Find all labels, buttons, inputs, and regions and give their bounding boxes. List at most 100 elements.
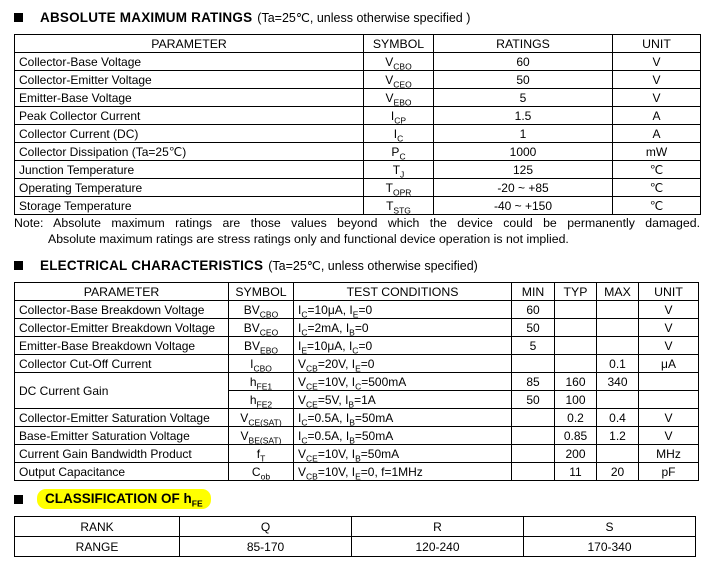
unit-cell	[638, 372, 699, 391]
parameter-cell: Storage Temperature	[14, 196, 364, 215]
square-bullet-icon	[14, 13, 23, 22]
parameter-cell: Operating Temperature	[14, 178, 364, 197]
classification-heading: CLASSIFICATION OF hFE	[14, 489, 700, 509]
parameter-cell: Collector Current (DC)	[14, 124, 364, 143]
min-cell: 60	[511, 300, 555, 319]
parameter-cell: Current Gain Bandwidth Product	[14, 444, 229, 463]
unit-cell: V	[612, 88, 701, 107]
hfe-classification-table: RANK Q R S RANGE 85-170 120-240 170-340	[14, 516, 696, 557]
typ-cell	[554, 354, 597, 373]
parameter-cell: Emitter-Base Breakdown Voltage	[14, 336, 229, 355]
elec-table-header: SYMBOL	[228, 282, 294, 301]
rating-cell: 60	[433, 52, 613, 71]
elec-table-header: PARAMETER	[14, 282, 229, 301]
parameter-cell: Collector Cut-Off Current	[14, 354, 229, 373]
conditions-cell: IC=0.5A, IB=50mA	[293, 426, 512, 445]
min-cell: 50	[511, 318, 555, 337]
typ-cell	[554, 300, 597, 319]
max-cell	[596, 336, 639, 355]
elec-table-header: TEST CONDITIONS	[293, 282, 512, 301]
parameter-cell: Collector-Emitter Saturation Voltage	[14, 408, 229, 427]
min-cell	[511, 444, 555, 463]
symbol-cell: VBE(SAT)	[228, 426, 294, 445]
symbol-cell: ICBO	[228, 354, 294, 373]
symbol-cell: hFE1	[228, 372, 294, 391]
typ-cell: 160	[554, 372, 597, 391]
conditions-cell: VCB=20V, IE=0	[293, 354, 512, 373]
parameter-cell: Collector-Emitter Breakdown Voltage	[14, 318, 229, 337]
max-cell	[596, 318, 639, 337]
parameter-cell: Base-Emitter Saturation Voltage	[14, 426, 229, 445]
elec-table-row: Collector-Emitter Breakdown Voltage BVCEO…	[14, 318, 699, 337]
parameter-cell: Collector-Base Breakdown Voltage	[14, 300, 229, 319]
symbol-cell: VEBO	[363, 88, 434, 107]
typ-cell: 0.2	[554, 408, 597, 427]
elec-table-row: Collector Cut-Off Current ICBO VCB=20V, IE…	[14, 354, 699, 373]
max-cell: 0.4	[596, 408, 639, 427]
rating-cell: 1	[433, 124, 613, 143]
classification-title: CLASSIFICATION OF hFE	[45, 491, 203, 509]
elec-table-row: Collector-Base Breakdown Voltage BVCBO IC=…	[14, 300, 699, 319]
conditions-cell: IC=10μA, IE=0	[293, 300, 512, 319]
typ-cell: 200	[554, 444, 597, 463]
abs-max-note: Note: Absolute maximum ratings are those…	[14, 216, 700, 247]
unit-cell: MHz	[638, 444, 699, 463]
conditions-cell: VCE=10V, IB=50mA	[293, 444, 512, 463]
elec-table-header-row: PARAMETER SYMBOL TEST CONDITIONS MIN TYP MAX U…	[14, 282, 699, 301]
typ-cell: 11	[554, 462, 597, 481]
elec-table-row: Current Gain Bandwidth Product fT VCE=10V,…	[14, 444, 699, 463]
symbol-cell: ICP	[363, 106, 434, 125]
abs-table-row: Operating Temperature TOPR -20 ~ +85 ℃	[14, 178, 701, 197]
abs-max-heading: ABSOLUTE MAXIMUM RATINGS (Ta=25℃, unless…	[14, 10, 700, 25]
unit-cell: V	[638, 318, 699, 337]
abs-table-row: Collector-Base Voltage VCBO 60 V	[14, 52, 701, 71]
symbol-cell: VCE(SAT)	[228, 408, 294, 427]
electrical-title: ELECTRICAL CHARACTERISTICS	[40, 258, 264, 273]
conditions-cell: VCE=10V, IC=500mA	[293, 372, 512, 391]
symbol-cell: BVCBO	[228, 300, 294, 319]
electrical-subtitle: (Ta=25℃, unless otherwise specified)	[268, 259, 478, 273]
unit-cell: ℃	[612, 178, 701, 197]
unit-cell: ℃	[612, 196, 701, 215]
parameter-cell: DC Current Gain	[14, 372, 229, 409]
abs-table-header-row: PARAMETER SYMBOL RATINGS UNIT	[14, 34, 701, 53]
parameter-cell: Emitter-Base Voltage	[14, 88, 364, 107]
absolute-maximum-ratings-table: PARAMETER SYMBOL RATINGS UNIT Collector-Bas…	[14, 34, 701, 215]
unit-cell: V	[638, 300, 699, 319]
unit-cell: V	[612, 52, 701, 71]
max-cell	[596, 300, 639, 319]
rank-value-cell: Q	[179, 516, 352, 537]
min-cell: 50	[511, 390, 555, 409]
symbol-cell: IC	[363, 124, 434, 143]
max-cell: 340	[596, 372, 639, 391]
symbol-cell: hFE2	[228, 390, 294, 409]
max-cell: 20	[596, 462, 639, 481]
abs-table-header: PARAMETER	[14, 34, 364, 53]
elec-table-row: Output Capacitance Cob VCB=10V, IE=0, f=1M…	[14, 462, 699, 481]
elec-table-row: Base-Emitter Saturation Voltage VBE(SAT) I…	[14, 426, 699, 445]
rank-value-cell: 170-340	[523, 536, 696, 557]
rank-label-cell: RANGE	[14, 536, 180, 557]
note-line-1: Note: Absolute maximum ratings are those…	[14, 216, 700, 232]
symbol-cell: BVCEO	[228, 318, 294, 337]
max-cell	[596, 390, 639, 409]
elec-table-row: Emitter-Base Breakdown Voltage BVEBO IE=10…	[14, 336, 699, 355]
abs-table-header: SYMBOL	[363, 34, 434, 53]
rank-value-cell: 85-170	[179, 536, 352, 557]
symbol-cell: PC	[363, 142, 434, 161]
elec-table-header: MAX	[596, 282, 639, 301]
parameter-cell: Peak Collector Current	[14, 106, 364, 125]
rating-cell: 1.5	[433, 106, 613, 125]
parameter-cell: Collector Dissipation (Ta=25℃)	[14, 142, 364, 161]
symbol-cell: fT	[228, 444, 294, 463]
rating-cell: 50	[433, 70, 613, 89]
min-cell: 85	[511, 372, 555, 391]
abs-table-header: RATINGS	[433, 34, 613, 53]
abs-table-row: Junction Temperature TJ 125 ℃	[14, 160, 701, 179]
min-cell: 5	[511, 336, 555, 355]
electrical-heading: ELECTRICAL CHARACTERISTICS (Ta=25℃, unle…	[14, 258, 700, 273]
unit-cell: μA	[638, 354, 699, 373]
symbol-cell: VCEO	[363, 70, 434, 89]
unit-cell: A	[612, 106, 701, 125]
unit-cell: V	[638, 408, 699, 427]
